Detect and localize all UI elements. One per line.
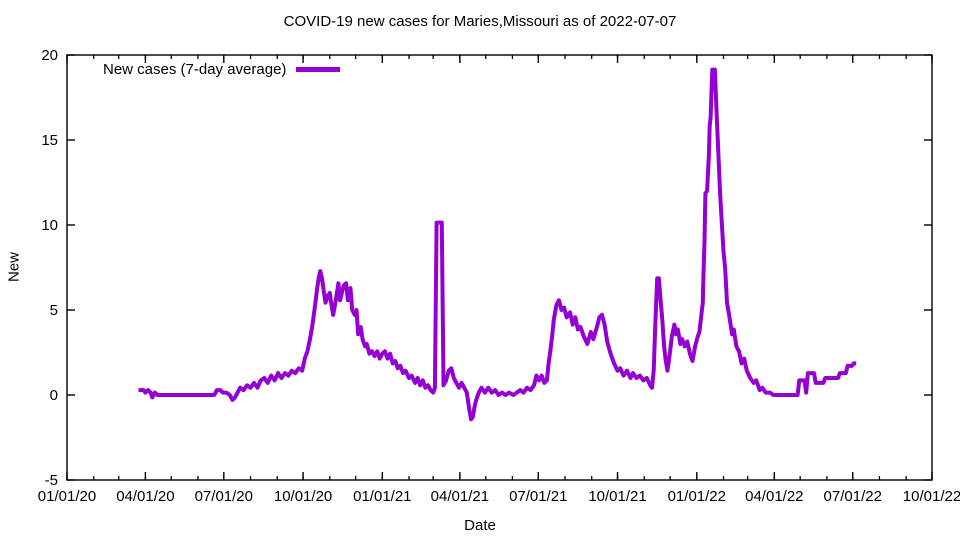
plot-border xyxy=(66,54,933,481)
x-tick-label: 01/01/21 xyxy=(353,488,411,505)
legend-line-sample xyxy=(296,67,341,72)
chart-title: COVID-19 new cases for Maries,Missouri a… xyxy=(283,13,677,30)
x-tick-label: 10/01/22 xyxy=(903,488,960,505)
x-tick-label: 01/01/22 xyxy=(668,488,726,505)
legend: New cases (7-day average) xyxy=(103,61,341,78)
x-tick-label: 10/01/20 xyxy=(274,488,332,505)
x-tick-label: 04/01/20 xyxy=(116,488,174,505)
x-tick-label: 07/01/22 xyxy=(824,488,882,505)
x-tick-label: 04/01/21 xyxy=(431,488,489,505)
y-tick-label: 20 xyxy=(41,47,58,64)
x-tick-label: 04/01/22 xyxy=(745,488,803,505)
y-tick-label: 15 xyxy=(41,132,58,149)
y-tick-label: -5 xyxy=(45,472,58,489)
x-tick-label: 01/01/20 xyxy=(38,488,96,505)
x-axis-label: Date xyxy=(464,517,496,534)
y-tick-label: 0 xyxy=(50,387,58,404)
y-tick-label: 10 xyxy=(41,217,58,234)
x-tick-label: 10/01/21 xyxy=(588,488,646,505)
x-tick-label: 07/01/21 xyxy=(509,488,567,505)
x-tick-label: 07/01/20 xyxy=(195,488,253,505)
series-line xyxy=(138,67,857,422)
legend-label: New cases (7-day average) xyxy=(103,61,287,78)
y-tick-label: 5 xyxy=(50,302,58,319)
